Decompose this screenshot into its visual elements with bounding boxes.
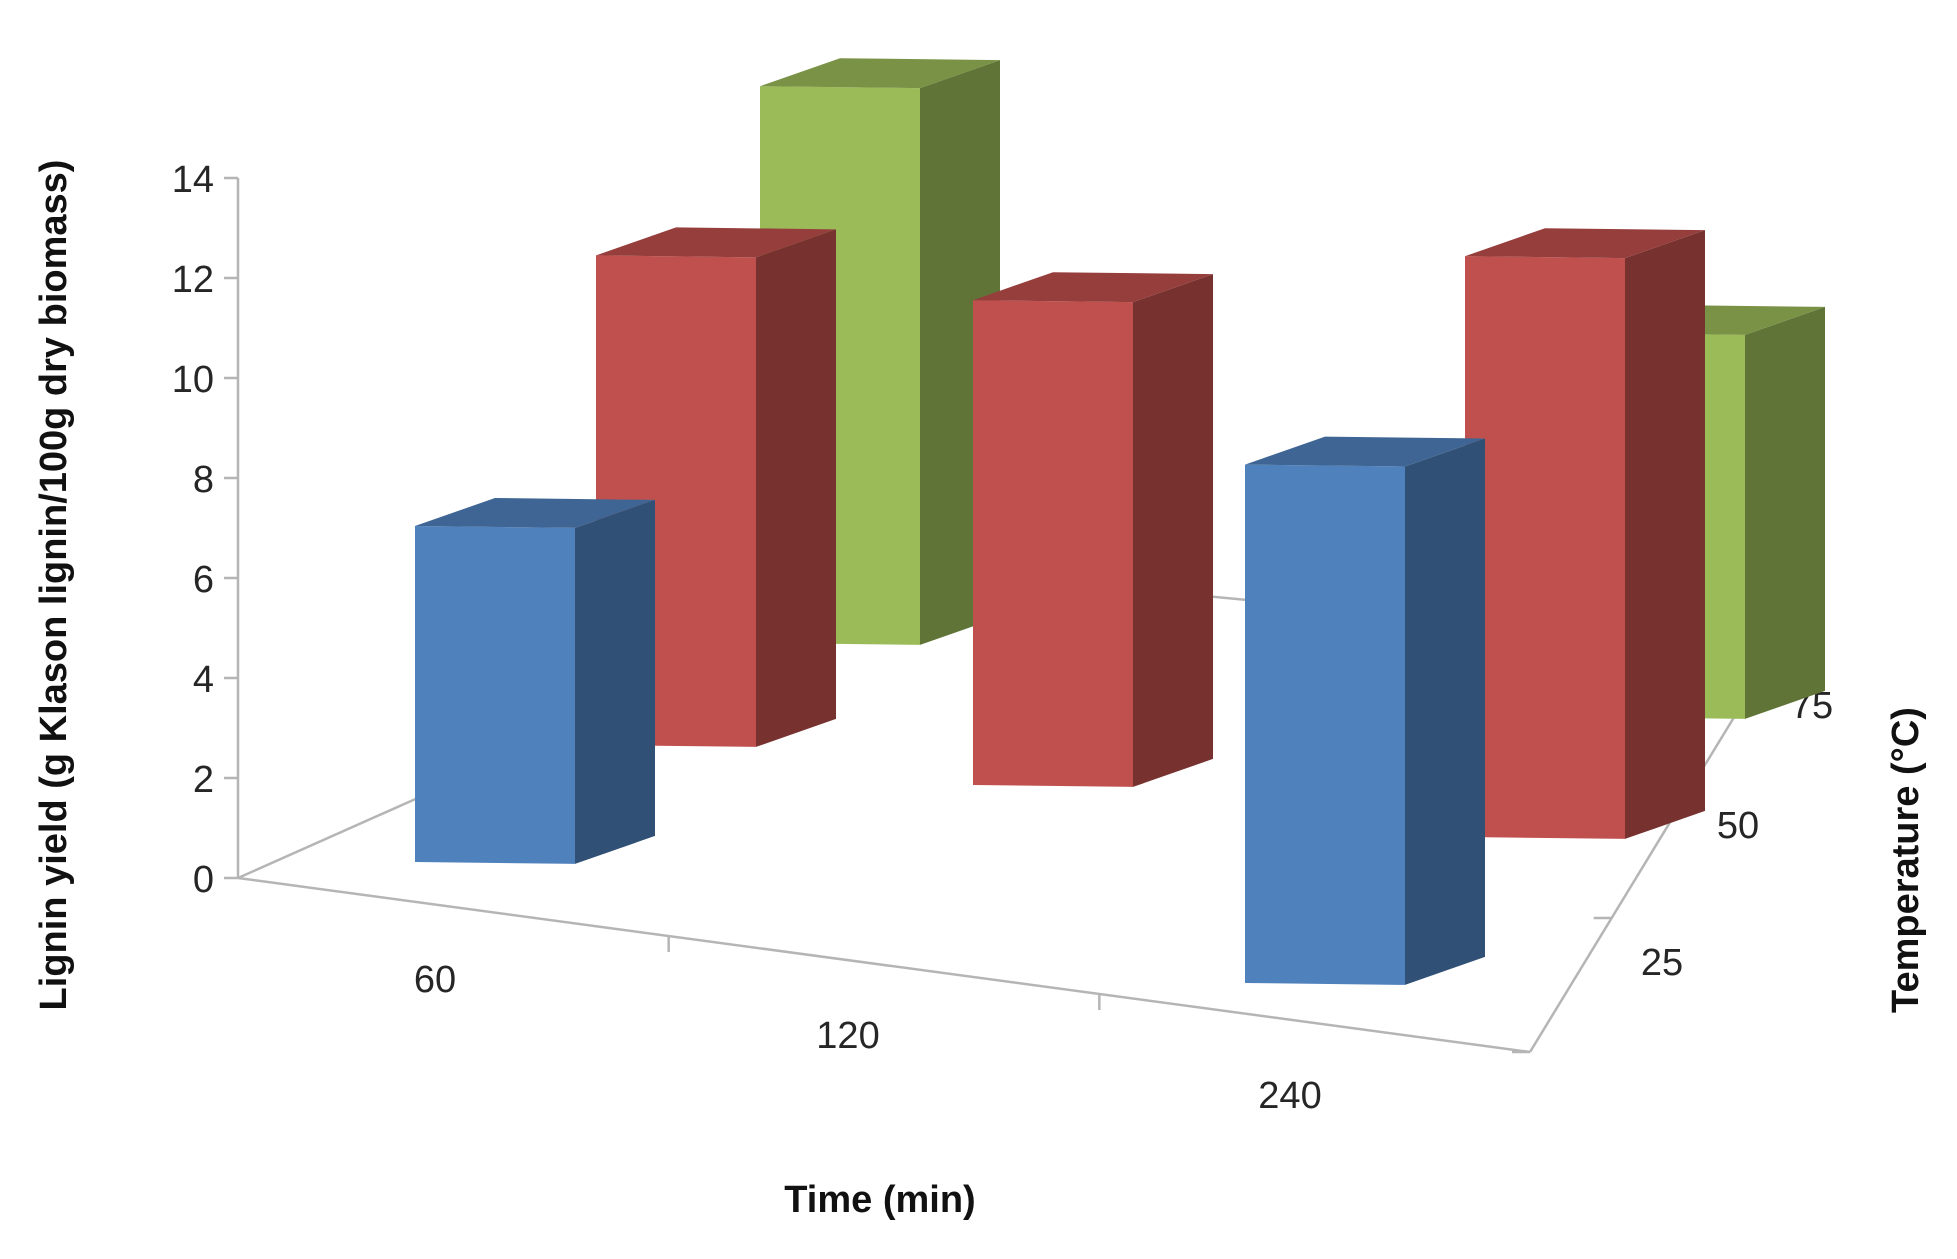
- bar-top-face: [596, 227, 836, 258]
- bar-side-face: [575, 499, 655, 864]
- y-tick-label: 6: [193, 559, 214, 601]
- bar-front-face: [415, 526, 575, 864]
- y-axis-title: Lignin yield (g Klason lignin/100g dry b…: [33, 160, 75, 1011]
- bar-front-face: [973, 300, 1133, 787]
- bar-side-face: [1405, 438, 1485, 985]
- x-axis-ticks: 60 120 240: [414, 936, 1322, 1117]
- x-axis-title: Time (min): [784, 1179, 975, 1221]
- bar-top-face: [415, 498, 655, 528]
- bar-side-face: [1133, 274, 1213, 787]
- bar-120min-50C: [973, 272, 1213, 787]
- y-tick-label: 8: [193, 459, 214, 501]
- bar-front-face: [1245, 464, 1405, 985]
- bar-top-face: [1465, 228, 1705, 259]
- y-tick-label: 0: [193, 859, 214, 901]
- bar-240min-25C: [1245, 436, 1485, 985]
- x-tick-label: 240: [1258, 1075, 1321, 1117]
- y-tick-label: 14: [172, 159, 214, 201]
- x-tick-label: 60: [414, 959, 456, 1001]
- bar-front-face: [1465, 256, 1625, 839]
- y-tick-label: 2: [193, 759, 214, 801]
- y-axis-ticks: 0 2 4 6 8 10 12 14: [172, 159, 238, 901]
- y-tick-label: 12: [172, 259, 214, 301]
- bar-top-face: [973, 272, 1213, 303]
- y-tick-label: 4: [193, 659, 214, 701]
- bar-side-face: [1745, 306, 1825, 719]
- x-axis-line: [237, 876, 1531, 1054]
- x-tick-label: 120: [816, 1015, 879, 1057]
- y-tick-label: 10: [172, 359, 214, 401]
- bar-60min-25C: [415, 498, 655, 864]
- z-tick-label: 25: [1641, 942, 1683, 984]
- bar-side-face: [756, 229, 836, 747]
- z-axis-title: Temperature (°C): [1885, 707, 1927, 1013]
- bar-side-face: [1625, 230, 1705, 839]
- bars-group: [415, 58, 1825, 985]
- bar-top-face: [760, 58, 1000, 89]
- z-tick-label: 50: [1717, 805, 1759, 847]
- bar-240min-50C: [1465, 228, 1705, 839]
- bar-top-face: [1245, 436, 1485, 467]
